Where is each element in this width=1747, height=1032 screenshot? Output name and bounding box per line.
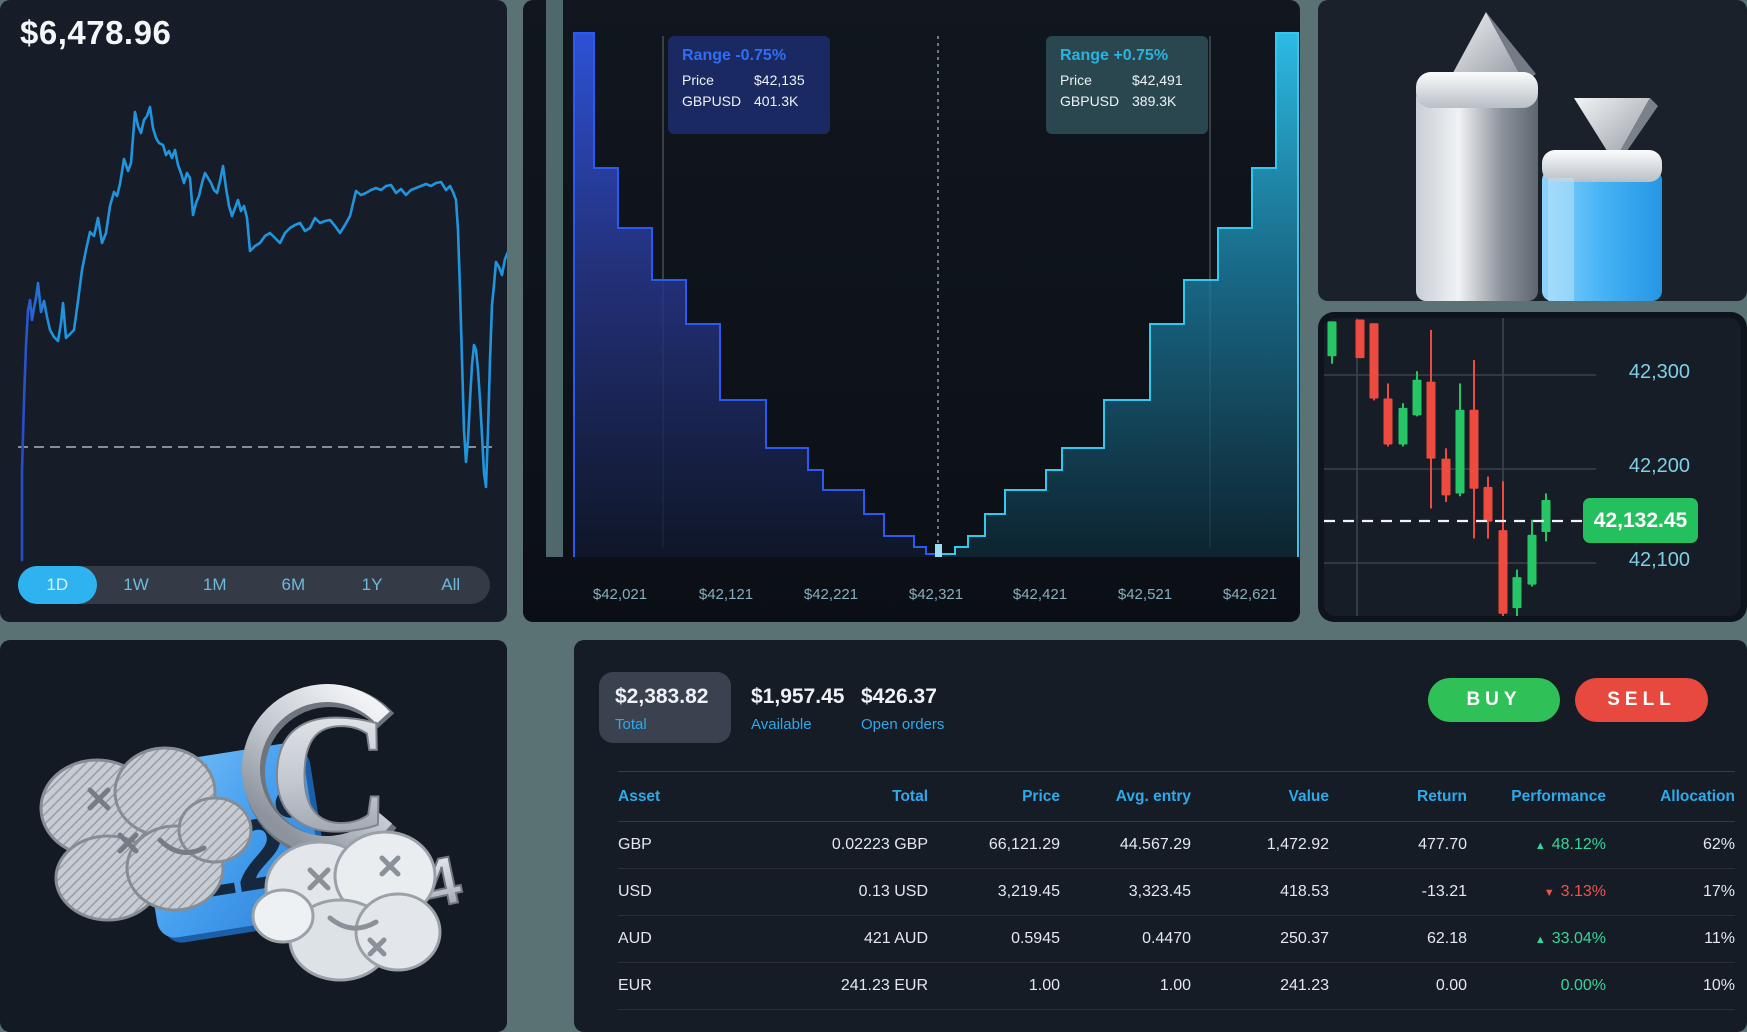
table-row-gbp[interactable]: GBP 0.02223 GBP 66,121.29 44.567.29 1,47…: [618, 822, 1735, 869]
candlestick-panel: 42,300 42,200 42,100 42,132.45: [1318, 312, 1747, 622]
range-1m[interactable]: 1M: [202, 575, 227, 594]
bid-depth-area: [574, 33, 938, 557]
numbers-sculpture-art: 12 C 5 4: [39, 678, 469, 982]
range-1w[interactable]: 1W: [123, 575, 149, 594]
y-tick: 42,300: [1628, 361, 1690, 383]
svg-text:C: C: [269, 679, 392, 867]
y-tick: 42,200: [1628, 455, 1690, 477]
buy-button[interactable]: BUY: [1428, 678, 1560, 722]
bar-sculpture-art: [1416, 12, 1662, 301]
last-price-badge: 42,132.45: [1583, 498, 1698, 543]
range-selector: 1D 1W 1M 6M 1Y All: [18, 566, 490, 604]
portfolio-panel: $6,478.96 1D 1W 1M 6M 1Y All: [0, 0, 507, 622]
table-header: Asset Total Price Avg. entry Value Retur…: [618, 771, 1735, 822]
holdings-table: Asset Total Price Avg. entry Value Retur…: [574, 771, 1747, 1010]
sell-button[interactable]: SELL: [1575, 678, 1708, 722]
arrow-up-icon: ▲: [1534, 934, 1546, 946]
arrow-down-icon: ▼: [1543, 887, 1555, 899]
total-value: $2,383.82: [615, 685, 709, 708]
portfolio-line-chart[interactable]: [0, 0, 507, 622]
ask-depth-area: [942, 33, 1298, 557]
stat-total[interactable]: $2,383.82 Total: [599, 672, 731, 743]
hatched-blob: [39, 746, 253, 922]
x-tick: $42,121: [698, 586, 754, 603]
silver-pyramid-icon: [1448, 12, 1524, 82]
range-all[interactable]: All: [441, 575, 461, 594]
stat-available: $1,957.45 Available: [735, 672, 860, 746]
available-label: Available: [751, 716, 812, 733]
table-row-usd[interactable]: USD 0.13 USD 3,219.45 3,323.45 418.53 -1…: [618, 869, 1735, 916]
x-tick: $42,621: [1222, 586, 1278, 603]
depth-chart[interactable]: [523, 0, 1300, 622]
x-tick: $42,521: [1117, 586, 1173, 603]
ask-tooltip: Range +0.75% Price $42,491 GBPUSD 389.3K: [1046, 36, 1208, 134]
inverted-pyramid-icon: [1574, 98, 1650, 162]
numbers-sculpture-illustration: 12 C 5 4: [0, 640, 507, 1032]
x-tick: $42,221: [803, 586, 859, 603]
depth-axis-strip: [546, 0, 563, 557]
table-row-aud[interactable]: AUD 421 AUD 0.5945 0.4470 250.37 62.18 ▲…: [618, 916, 1735, 963]
ring-c-shape: C: [242, 678, 417, 868]
x-tick: $42,421: [1012, 586, 1068, 603]
x-tick: $42,321: [908, 586, 964, 603]
candlestick-chart[interactable]: [1324, 318, 1741, 616]
range-1y[interactable]: 1Y: [361, 575, 383, 594]
y-tick: 42,100: [1628, 549, 1690, 571]
range-1d[interactable]: 1D: [18, 566, 97, 604]
bid-range-label: Range -0.75%: [682, 47, 787, 64]
mid-price-marker: [935, 544, 942, 557]
arrow-up-icon: ▲: [1534, 840, 1546, 852]
total-label: Total: [615, 716, 647, 733]
account-panel: $2,383.82 Total $1,957.45 Available $426…: [574, 640, 1747, 1032]
x-tick: $42,021: [592, 586, 648, 603]
stat-open-orders: $426.37 Open orders: [845, 672, 960, 746]
ask-range-label: Range +0.75%: [1060, 47, 1169, 64]
bid-price: $42,135: [754, 72, 805, 88]
bid-tooltip: Range -0.75% Price $42,135 GBPUSD 401.3K: [668, 36, 830, 134]
smooth-blob: [251, 830, 442, 982]
range-6m[interactable]: 6M: [281, 575, 306, 594]
open-orders-value: $426.37: [861, 685, 937, 708]
bid-volume: 401.3K: [754, 93, 799, 109]
ask-price: $42,491: [1132, 72, 1183, 88]
portfolio-balance: $6,478.96: [20, 14, 172, 51]
table-row-eur[interactable]: EUR 241.23 EUR 1.00 1.00 241.23 0.00 0.0…: [618, 963, 1735, 1010]
available-value: $1,957.45: [751, 685, 845, 708]
bar-sculpture-illustration: [1318, 0, 1747, 301]
ask-volume: 389.3K: [1132, 93, 1177, 109]
open-orders-label: Open orders: [861, 716, 945, 733]
depth-chart-panel: Range -0.75% Price $42,135 GBPUSD 401.3K R…: [523, 0, 1300, 622]
